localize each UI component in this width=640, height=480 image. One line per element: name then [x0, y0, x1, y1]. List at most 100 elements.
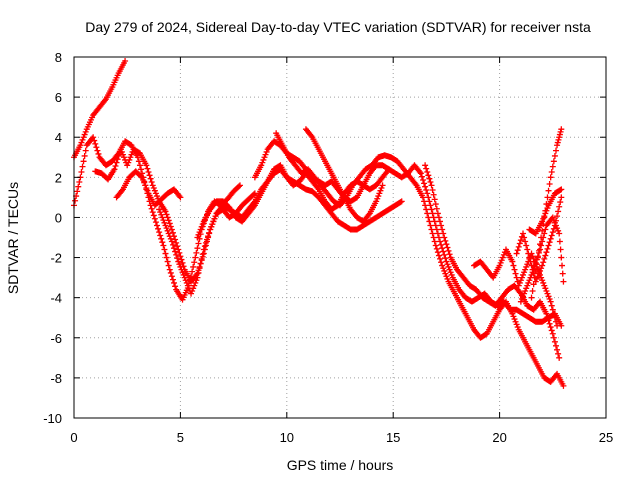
- data-point: [514, 324, 521, 331]
- data-point: [74, 188, 81, 195]
- data-point: [554, 346, 561, 353]
- data-point: [91, 137, 98, 144]
- data-point: [142, 182, 149, 189]
- data-point: [112, 162, 119, 169]
- data-point: [546, 181, 553, 188]
- data-point: [540, 259, 547, 266]
- data-point: [435, 214, 442, 221]
- data-point: [558, 186, 565, 193]
- data-point: [423, 206, 430, 213]
- data-point: [162, 222, 169, 229]
- data-point: [545, 317, 552, 324]
- data-point: [184, 282, 191, 289]
- data-point: [438, 222, 445, 229]
- tick-layer: 0 5 10 15 20 25 -10 -8 -6 -4 -2 0 2 4 6 8: [43, 50, 613, 445]
- data-point: [192, 279, 199, 286]
- data-point: [539, 238, 546, 245]
- data-point: [513, 321, 520, 328]
- data-point: [138, 166, 145, 173]
- data-point: [554, 322, 561, 329]
- data-point: [509, 258, 516, 265]
- data-point: [446, 266, 453, 273]
- data-point: [172, 236, 179, 243]
- data-point: [515, 243, 522, 250]
- data-point: [168, 226, 175, 233]
- x-tick-label: 20: [492, 430, 506, 445]
- data-point: [135, 158, 142, 165]
- data-point: [419, 177, 426, 184]
- data-point: [124, 162, 131, 169]
- data-point: [541, 213, 548, 220]
- data-point: [427, 179, 434, 186]
- data-point: [119, 151, 126, 158]
- y-tick-label: 2: [55, 170, 62, 185]
- data-point: [152, 190, 159, 197]
- data-point: [373, 198, 380, 205]
- data-point: [377, 187, 384, 194]
- data-point: [156, 206, 163, 213]
- data-point: [150, 212, 157, 219]
- data-point: [199, 221, 206, 228]
- data-point: [441, 234, 448, 241]
- data-point: [177, 194, 184, 201]
- data-point: [523, 285, 530, 292]
- data-point: [534, 253, 541, 260]
- data-point: [524, 282, 531, 289]
- data-point: [548, 232, 555, 239]
- data-point: [258, 162, 265, 169]
- data-point: [523, 263, 530, 270]
- data-point: [426, 198, 433, 205]
- data-point: [79, 136, 86, 143]
- data-point: [421, 198, 428, 205]
- data-point: [165, 217, 172, 224]
- data-point: [171, 279, 178, 286]
- data-point: [263, 148, 270, 155]
- data-point: [548, 168, 555, 175]
- data-point: [92, 140, 99, 147]
- data-point: [440, 248, 447, 255]
- data-point: [511, 316, 518, 323]
- series-prn-k: [471, 246, 561, 329]
- data-point: [169, 276, 176, 283]
- series-prn-b: [71, 134, 243, 303]
- data-point: [517, 237, 524, 244]
- data-point: [555, 208, 562, 215]
- data-point: [518, 296, 525, 303]
- data-point: [379, 182, 386, 189]
- data-point: [433, 245, 440, 252]
- data-point: [445, 247, 452, 254]
- data-point: [81, 152, 88, 159]
- x-tick-label: 0: [70, 430, 77, 445]
- data-point: [530, 266, 537, 273]
- data-point: [547, 298, 554, 305]
- data-point: [166, 266, 173, 273]
- data-point: [552, 222, 559, 229]
- data-point: [544, 194, 551, 201]
- data-point: [177, 253, 184, 260]
- data-point: [521, 269, 528, 276]
- data-point: [522, 287, 529, 294]
- data-point: [555, 136, 562, 143]
- data-point: [180, 263, 187, 270]
- data-point: [526, 254, 533, 261]
- data-point: [533, 256, 540, 263]
- data-point: [555, 227, 562, 234]
- data-point: [443, 241, 450, 248]
- plot-frame: [73, 56, 607, 419]
- y-tick-label: -2: [50, 251, 62, 266]
- data-point: [250, 191, 257, 198]
- data-point: [442, 270, 449, 277]
- data-point: [428, 182, 435, 189]
- data-point: [549, 229, 556, 236]
- data-point: [157, 209, 164, 216]
- data-point: [422, 202, 429, 209]
- data-point: [160, 242, 167, 249]
- data-point: [434, 230, 441, 237]
- data-point: [525, 279, 532, 286]
- series-prn-h: [273, 130, 567, 389]
- data-point: [163, 254, 170, 261]
- data-point: [262, 151, 269, 158]
- data-point: [547, 174, 554, 181]
- data-point: [560, 382, 567, 389]
